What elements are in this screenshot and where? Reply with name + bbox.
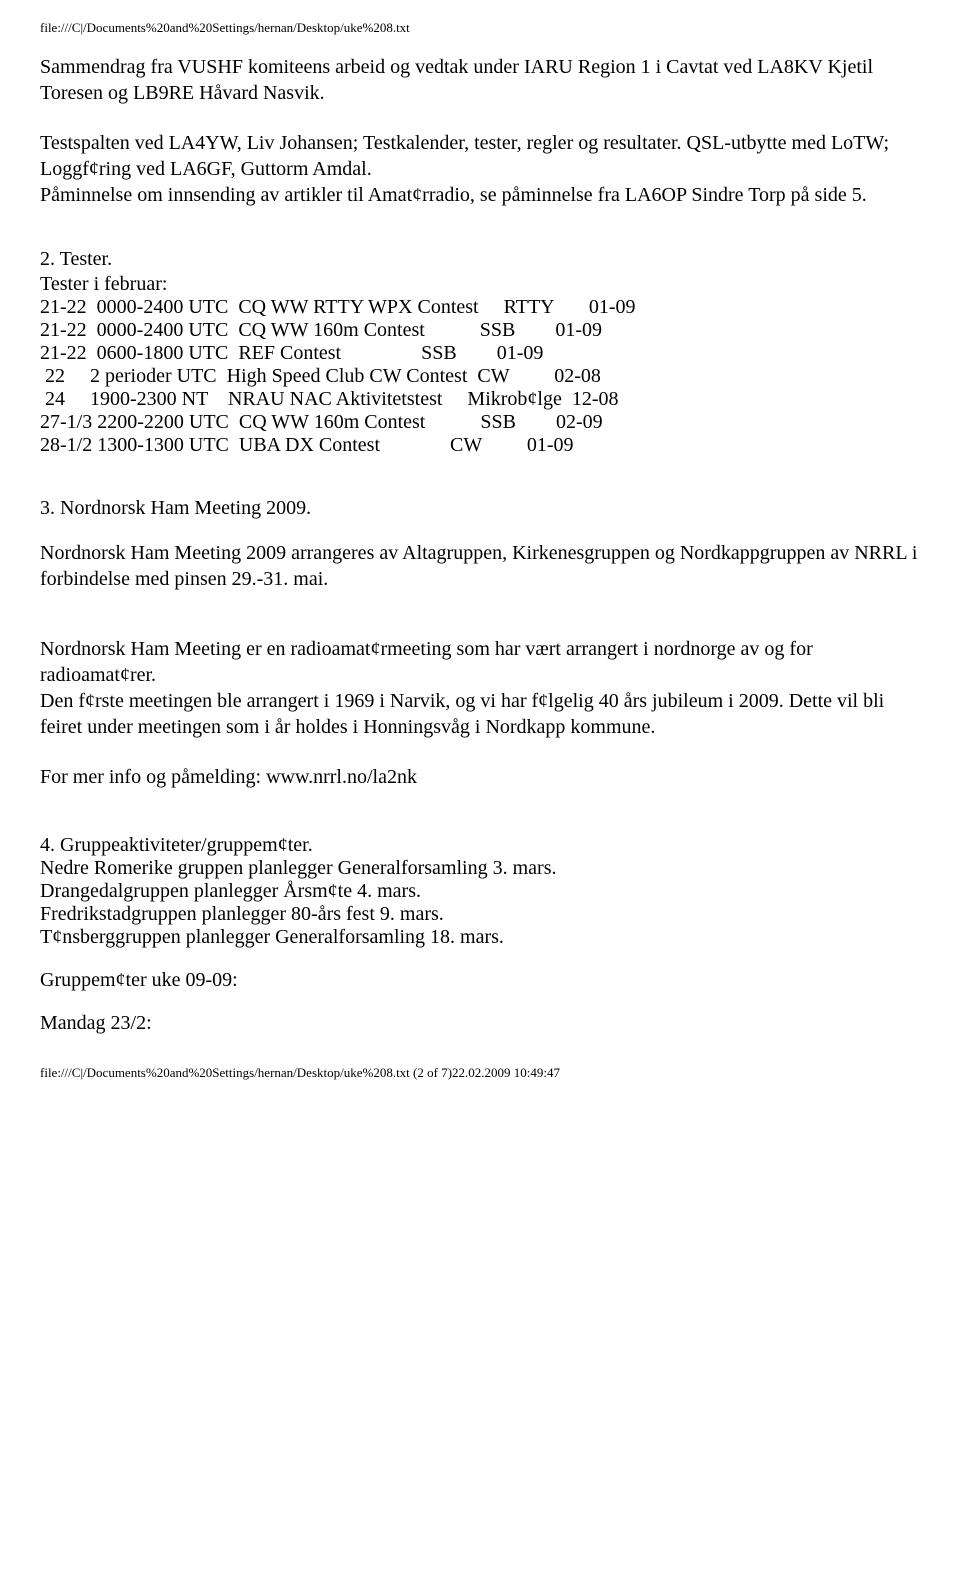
contest-row: 22 2 perioder UTC High Speed Club CW Con… — [40, 365, 920, 388]
nordnorsk-paragraph-4: For mer info og påmelding: www.nrrl.no/l… — [40, 764, 920, 790]
spacer — [40, 814, 920, 834]
header-file-path: file:///C|/Documents%20and%20Settings/he… — [40, 20, 920, 36]
nordnorsk-paragraph-1: Nordnorsk Ham Meeting 2009 arrangeres av… — [40, 540, 920, 592]
gruppe-line-1: Nedre Romerike gruppen planlegger Genera… — [40, 857, 920, 880]
document-page: file:///C|/Documents%20and%20Settings/he… — [0, 0, 960, 1101]
section-heading-nordnorsk: 3. Nordnorsk Ham Meeting 2009. — [40, 497, 920, 520]
footer-file-path: file:///C|/Documents%20and%20Settings/he… — [40, 1065, 920, 1081]
nordnorsk-paragraph-3: Den f¢rste meetingen ble arrangert i 196… — [40, 688, 920, 740]
contest-row: 24 1900-2300 NT NRAU NAC Aktivitetstest … — [40, 388, 920, 411]
contest-row: 21-22 0000-2400 UTC CQ WW 160m Contest S… — [40, 319, 920, 342]
contest-row: 27-1/3 2200-2200 UTC CQ WW 160m Contest … — [40, 411, 920, 434]
spacer — [40, 616, 920, 636]
intro-paragraph-2: Testspalten ved LA4YW, Liv Johansen; Tes… — [40, 130, 920, 182]
contest-row: 21-22 0600-1800 UTC REF Contest SSB 01-0… — [40, 342, 920, 365]
section-heading-gruppe: 4. Gruppeaktiviteter/gruppem¢ter. — [40, 834, 920, 857]
intro-paragraph-3: Påminnelse om innsending av artikler til… — [40, 182, 920, 208]
nordnorsk-paragraph-2: Nordnorsk Ham Meeting er en radioamat¢rm… — [40, 636, 920, 688]
gruppe-line-2: Drangedalgruppen planlegger Årsm¢te 4. m… — [40, 880, 920, 903]
gruppe-line-6: Mandag 23/2: — [40, 1012, 920, 1035]
gruppe-line-3: Fredrikstadgruppen planlegger 80-års fes… — [40, 903, 920, 926]
contest-row: 21-22 0000-2400 UTC CQ WW RTTY WPX Conte… — [40, 296, 920, 319]
section-heading-tester: 2. Tester. — [40, 248, 920, 271]
gruppe-line-5: Gruppem¢ter uke 09-09: — [40, 969, 920, 992]
tester-intro: Tester i februar: — [40, 273, 920, 296]
contest-row: 28-1/2 1300-1300 UTC UBA DX Contest CW 0… — [40, 434, 920, 457]
gruppe-line-4: T¢nsberggruppen planlegger Generalforsam… — [40, 926, 920, 949]
spacer — [40, 457, 920, 497]
intro-paragraph-1: Sammendrag fra VUSHF komiteens arbeid og… — [40, 54, 920, 106]
